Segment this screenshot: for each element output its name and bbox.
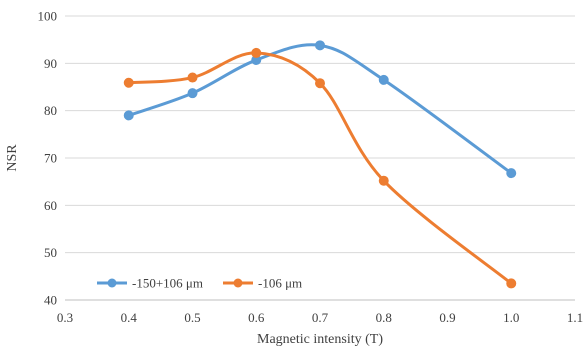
- legend-item: -106 μm: [223, 276, 302, 291]
- data-point: [187, 88, 198, 99]
- legend-label: -106 μm: [258, 276, 302, 291]
- x-tick-label: 0.7: [312, 310, 329, 325]
- data-point: [251, 47, 262, 58]
- data-point: [123, 110, 134, 121]
- data-point: [506, 168, 517, 179]
- legend: -150+106 μm -106 μm: [97, 276, 302, 291]
- x-tick-label: 1.0: [503, 310, 519, 325]
- data-point: [123, 77, 134, 88]
- data-point: [378, 74, 389, 85]
- x-tick-label: 0.4: [121, 310, 138, 325]
- grid-lines: [65, 15, 575, 254]
- axes: 40 50 60 70 80 90 100 0.3 0.4 0.5 0.6 0.7 0.8 0.9 1.0 1…: [38, 9, 584, 326]
- y-tick-label: 40: [44, 293, 57, 308]
- y-tick-label: 70: [44, 151, 57, 166]
- data-point: [506, 278, 517, 289]
- legend-item: -150+106 μm: [97, 276, 203, 291]
- x-tick-label: 0.6: [248, 310, 265, 325]
- data-point: [187, 72, 198, 83]
- x-tick-label: 0.3: [57, 310, 73, 325]
- legend-label: -150+106 μm: [132, 276, 203, 291]
- y-tick-label: 50: [44, 245, 57, 260]
- y-tick-label: 90: [44, 56, 57, 71]
- y-tick-label: 100: [38, 9, 58, 24]
- data-point: [315, 78, 325, 89]
- y-axis-title: NSR: [5, 144, 20, 172]
- x-tick-label: 0.5: [184, 310, 200, 325]
- x-tick-label: 0.9: [439, 310, 455, 325]
- plot-area: [123, 40, 517, 289]
- series-2: [123, 47, 517, 289]
- data-point: [378, 175, 389, 186]
- series-1: [123, 40, 517, 179]
- series-line: [127, 43, 513, 175]
- x-tick-label: 0.8: [376, 310, 392, 325]
- legend-swatch-marker: [233, 278, 243, 288]
- x-axis-title: Magnetic intensity (T): [257, 332, 383, 347]
- y-tick-label: 80: [44, 103, 57, 118]
- x-tick-label: 1.1: [567, 310, 583, 325]
- y-tick-label: 60: [44, 198, 57, 213]
- data-point: [315, 40, 325, 51]
- legend-swatch-marker: [107, 278, 117, 288]
